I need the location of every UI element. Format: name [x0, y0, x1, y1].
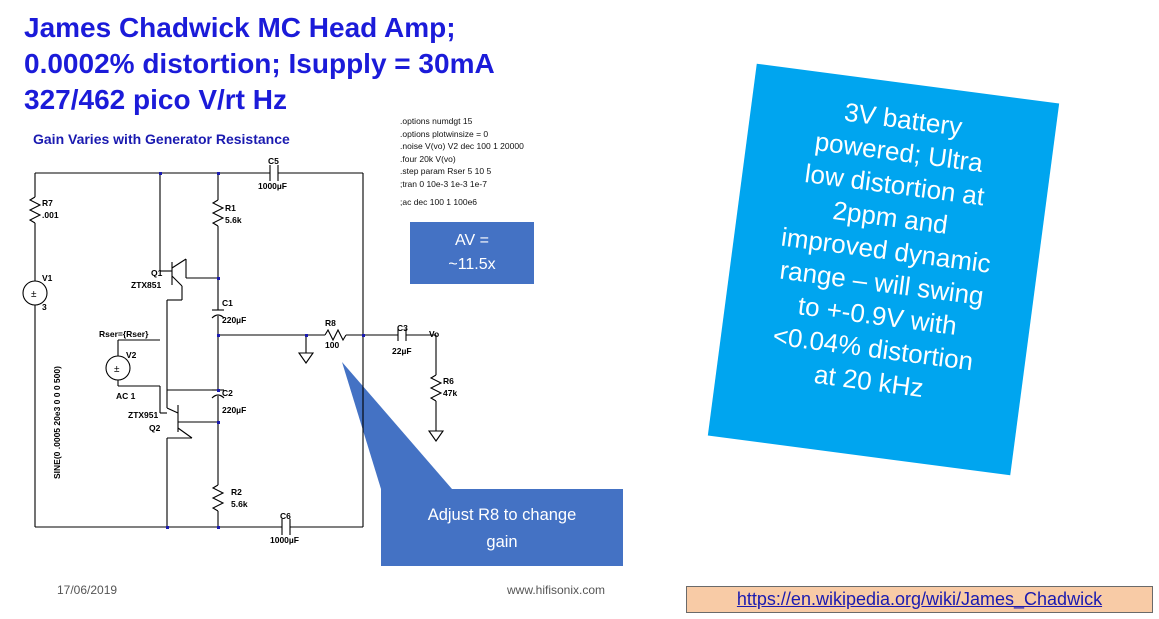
r7-label: R7 — [42, 198, 53, 208]
r1-label: R1 — [225, 203, 236, 213]
rser-label: Rser={Rser} — [99, 329, 149, 339]
callout-text: Adjust R8 to change gain — [381, 489, 623, 566]
callout-pointer — [342, 362, 452, 489]
spice-directives: .options numdgt 15 .options plotwinsize … — [400, 115, 524, 208]
battery-info-box: 3V battery powered; Ultra low distortion… — [707, 63, 1060, 476]
spice-line-7: ;ac dec 100 1 100e6 — [400, 196, 478, 207]
wikipedia-link[interactable]: https://en.wikipedia.org/wiki/James_Chad… — [686, 586, 1153, 613]
r2-value: 5.6k — [231, 499, 248, 509]
c6-value: 1000µF — [270, 535, 299, 545]
q1-model: ZTX851 — [131, 280, 162, 290]
slide-title: James Chadwick MC Head Amp; 0.0002% dist… — [24, 10, 495, 118]
footer-site: www.hifisonix.com — [507, 583, 606, 597]
junction-dots — [159, 172, 365, 529]
q2-label: Q2 — [149, 423, 161, 433]
r6-value: 47k — [443, 388, 457, 398]
r7-value: .001 — [42, 210, 59, 220]
c3-value: 22µF — [392, 346, 412, 356]
c5-value: 1000µF — [258, 181, 287, 191]
r6-label: R6 — [443, 376, 454, 386]
vo-label: Vo — [429, 329, 439, 339]
c5-label: C5 — [268, 156, 279, 166]
q1-label: Q1 — [151, 268, 163, 278]
gain-box-line-1: AV = — [455, 232, 489, 249]
spice-line-1: .options numdgt 15 — [400, 116, 473, 126]
spice-line-3: .noise V(vo) V2 dec 100 1 20000 — [400, 141, 524, 152]
callout-line-2: gain — [486, 533, 518, 551]
r8-value: 100 — [325, 340, 339, 350]
spice-line-6: ;tran 0 10e-3 1e-3 1e-7 — [400, 178, 487, 189]
c2-label: C2 — [222, 388, 233, 398]
footer-date: 17/06/2019 — [57, 583, 118, 597]
callout-box — [381, 489, 623, 566]
gain-box: AV = ~11.5x — [410, 222, 534, 284]
v2-plus-minus: ± — [114, 364, 120, 375]
v2-label: V2 — [126, 350, 137, 360]
c3-label: C3 — [397, 323, 408, 333]
spice-line-5: .step param Rser 5 10 5 — [400, 166, 492, 177]
c1-value: 220µF — [222, 315, 246, 325]
spice-line-2: .options plotwinsize = 0 — [400, 128, 489, 139]
v1-value: 3 — [42, 302, 47, 312]
r8-label: R8 — [325, 318, 336, 328]
c1-label: C1 — [222, 298, 233, 308]
title-line-3: 327/462 pico V/rt Hz — [24, 84, 288, 115]
schematic-heading: Gain Varies with Generator Resistance — [33, 131, 290, 147]
c6-label: C6 — [280, 511, 291, 521]
callout-line-1: Adjust R8 to change — [427, 506, 577, 524]
v1-plus-minus: ± — [31, 289, 37, 300]
c2-value: 220µF — [222, 405, 246, 415]
q2-model: ZTX951 — [128, 410, 159, 420]
schematic-wires — [22, 165, 445, 535]
gain-box-line-2: ~11.5x — [448, 256, 496, 273]
r1-value: 5.6k — [225, 215, 242, 225]
sine-source-label: SINE(0 .0005 20e3 0 0 0 500) — [52, 366, 62, 479]
spice-line-4: .four 20k V(vo) — [400, 153, 456, 164]
r2-label: R2 — [231, 487, 242, 497]
title-line-2: 0.0002% distortion; Isupply = 30mA — [24, 48, 495, 79]
v2-ac-label: AC 1 — [116, 391, 136, 401]
v1-label: V1 — [42, 273, 53, 283]
title-line-1: James Chadwick MC Head Amp; — [24, 12, 456, 43]
